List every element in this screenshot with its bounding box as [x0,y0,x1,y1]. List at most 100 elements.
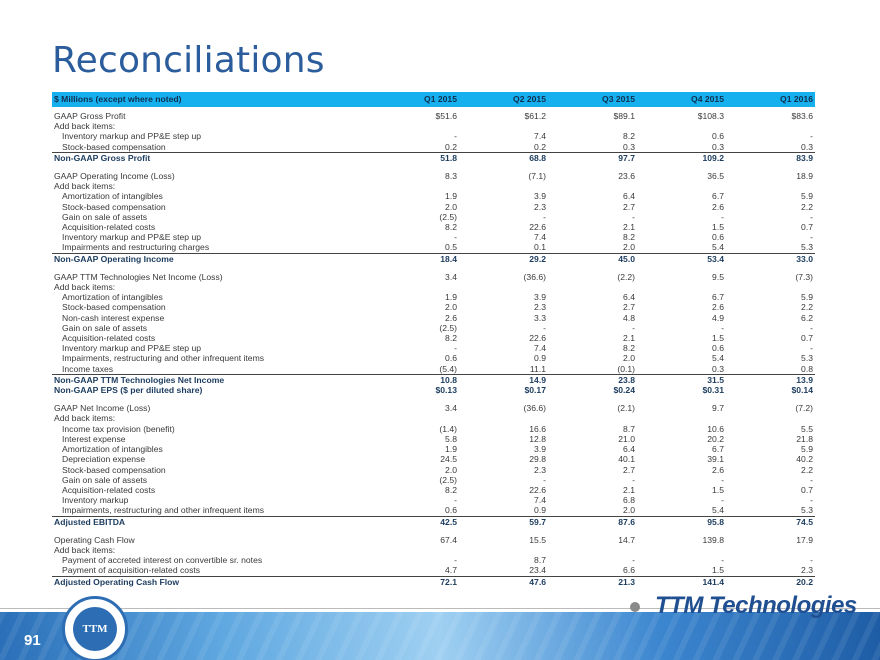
row-value: 3.4 [445,403,457,414]
row-value: - [721,495,724,506]
row-value: 22.6 [529,484,546,495]
table-row: GAAP Net Income (Loss) 3.4 (36.6) (2.1) 9.7 (… [52,403,815,413]
row-value: 14.7 [618,534,635,545]
row-value: 5.4 [712,242,724,253]
table-row: Income taxes (5.4) 11.1 (0.1) 0.3 0.8 [52,364,815,375]
row-value: 6.4 [623,444,635,455]
row-value: $0.14 [791,385,813,396]
row-value: - [721,474,724,485]
row-value: 0.3 [712,363,724,374]
row-value: 10.8 [370,373,459,386]
table-row: GAAP Gross Profit $51.6 $61.2 $89.1 $108.3 $8… [52,111,815,121]
column-header-q1-2016: Q1 2016 [726,92,815,107]
row-value: (7.3) [795,271,813,282]
row-value: $0.13 [435,385,457,396]
footer-divider [0,608,880,609]
row-label: GAAP Net Income (Loss) [54,403,151,414]
reconciliation-table: $ Millions (except where noted) Q1 2015 … [52,92,815,587]
row-label: Impairments, restructuring and other inf… [62,505,265,516]
row-value: 2.6 [712,464,724,475]
column-header-label: $ Millions (except where noted) [52,92,370,107]
row-value: 2.3 [801,565,813,576]
row-value: 15.5 [529,534,546,545]
row-value: 6.4 [623,292,635,303]
row-value: - [454,343,457,354]
row-value: (2.2) [617,271,635,282]
row-label: Payment of acquisition-related costs [62,565,201,576]
row-value: - [810,495,813,506]
row-value: 9.5 [712,271,724,282]
row-value: - [454,495,457,506]
row-value: 5.3 [801,505,813,516]
row-value: (7.2) [795,403,813,414]
table-row: Payment of acquisition-related costs 4.7 2… [52,565,815,576]
row-label: Amortization of intangibles [62,444,163,455]
row-value: 5.3 [801,353,813,364]
row-value: - [810,343,813,354]
row-value: 22.6 [529,222,546,233]
table-total-row: Non-GAAP EPS ($ per diluted share) $0.13 $… [52,385,815,395]
row-value: 7.4 [534,495,546,506]
table-row: Income tax provision (benefit) (1.4) 16.6 8… [52,424,815,434]
row-value: 74.5 [726,515,815,527]
row-value: 2.6 [445,312,457,323]
page-title: Reconciliations [52,40,325,81]
row-label: Gain on sale of assets [62,211,148,222]
row-value: 2.6 [712,201,724,212]
ttm-logo-icon: TTM [62,596,128,660]
row-value: 5.4 [712,505,724,516]
row-label: Inventory markup [62,495,129,506]
row-value: - [632,474,635,485]
row-value: 17.9 [796,534,813,545]
row-value: 3.9 [534,292,546,303]
row-label: Inventory markup and PP&E step up [62,343,202,354]
row-label: Interest expense [62,433,126,444]
row-value: 1.5 [712,333,724,344]
row-value: (2.5) [439,474,457,485]
row-value: 0.6 [712,131,724,142]
row-value: - [810,232,813,243]
gap-row [52,395,815,403]
banner-image [0,612,880,660]
row-value: 59.7 [459,515,548,527]
row-value: 6.7 [712,444,724,455]
table-row: GAAP TTM Technologies Net Income (Loss) 3… [52,272,815,282]
row-label: GAAP Gross Profit [54,111,126,121]
table-row: Gain on sale of assets (2.5) - - - - [52,323,815,333]
row-label: Income tax provision (benefit) [62,423,175,434]
column-header-q3-2015: Q3 2015 [548,92,637,107]
table-row: Non-cash interest expense 2.6 3.3 4.8 4.9 6.2 [52,313,815,323]
row-value: 0.6 [445,353,457,364]
row-value: 5.9 [801,292,813,303]
row-value: 6.8 [623,495,635,506]
row-value: 0.8 [801,363,813,374]
row-label: Acquisition-related costs [62,333,156,344]
gap-row [52,163,815,171]
row-value [726,181,815,191]
row-value: - [810,211,813,222]
row-value: (2.5) [439,211,457,222]
row-value: 8.7 [623,423,635,434]
row-value: 0.9 [534,353,546,364]
row-value: (2.5) [439,322,457,333]
table-row: Stock-based compensation 2.0 2.3 2.7 2.6 2.2 [52,202,815,212]
row-value: 0.7 [801,222,813,233]
row-value [726,282,815,292]
row-value: 10.6 [707,423,724,434]
row-value: 40.1 [618,454,635,465]
row-value: 1.9 [445,292,457,303]
row-value [548,413,637,423]
table-total-row: Non-GAAP TTM Technologies Net Income 10.8… [52,373,815,386]
row-value: 5.8 [445,433,457,444]
row-value: 1.5 [712,484,724,495]
row-value: 9.7 [712,403,724,414]
row-value [370,545,459,555]
row-value: 2.3 [534,201,546,212]
row-value: 141.4 [637,575,726,587]
row-value [637,282,726,292]
row-value: 18.4 [370,252,459,264]
row-value: 2.3 [534,302,546,313]
row-value: 5.9 [801,444,813,455]
row-value [637,121,726,131]
row-value: 39.1 [707,454,724,465]
